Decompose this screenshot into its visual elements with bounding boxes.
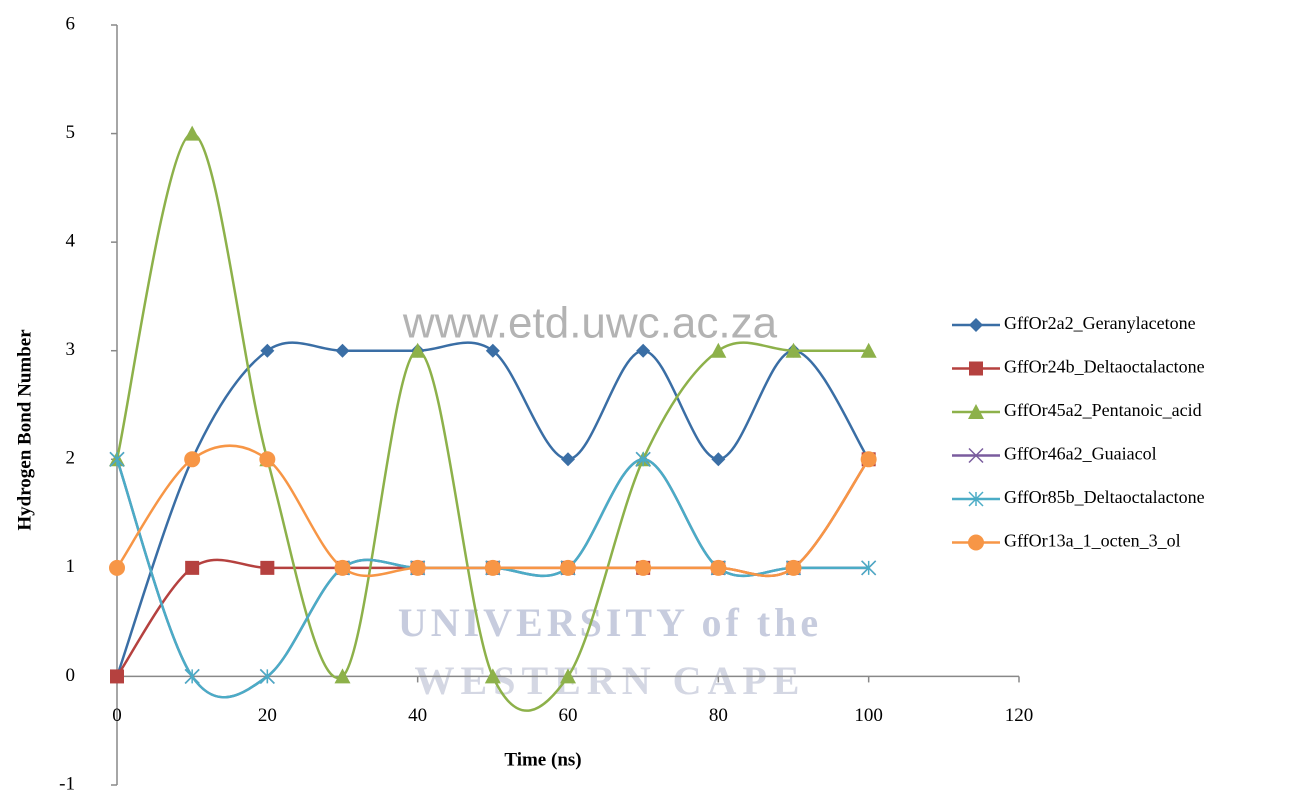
marker bbox=[636, 343, 651, 358]
marker bbox=[860, 342, 877, 358]
series-line bbox=[115, 444, 870, 578]
y-tick-label: 2 bbox=[66, 448, 76, 469]
x-tick-label: 60 bbox=[559, 705, 578, 726]
watermark-url: www.etd.uwc.ac.za bbox=[402, 299, 778, 348]
x-tick-label: 20 bbox=[258, 705, 277, 726]
marker bbox=[635, 451, 651, 467]
marker bbox=[260, 560, 275, 575]
x-tick-label: 40 bbox=[408, 705, 427, 726]
marker bbox=[560, 559, 576, 576]
series-line bbox=[115, 132, 869, 712]
legend-label: GffOr45a2_Pentanoic_acid bbox=[1004, 400, 1202, 420]
marker bbox=[109, 451, 125, 467]
x-axis-title: Time (ns) bbox=[504, 749, 581, 770]
marker bbox=[485, 343, 500, 358]
marker bbox=[635, 559, 652, 576]
marker bbox=[109, 559, 125, 576]
marker bbox=[710, 559, 727, 576]
marker bbox=[184, 125, 201, 141]
series bbox=[109, 444, 877, 578]
legend-marker bbox=[969, 361, 983, 376]
marker bbox=[184, 451, 201, 468]
marker bbox=[110, 669, 124, 684]
marker bbox=[334, 668, 351, 684]
marker bbox=[259, 451, 276, 468]
y-tick-label: 0 bbox=[66, 665, 76, 686]
marker bbox=[409, 559, 426, 576]
legend-marker bbox=[968, 534, 984, 551]
series-line bbox=[115, 341, 870, 677]
marker bbox=[334, 559, 351, 576]
y-tick-label: 3 bbox=[66, 339, 76, 360]
marker bbox=[484, 668, 501, 684]
watermark-line2: WESTERN CAPE bbox=[415, 658, 806, 703]
x-tick-label: 100 bbox=[854, 705, 883, 726]
y-tick-label: 6 bbox=[66, 13, 76, 34]
watermark-line1: UNIVERSITY of the bbox=[398, 600, 822, 645]
legend-label: GffOr13a_1_octen_3_ol bbox=[1004, 531, 1181, 551]
legend-marker bbox=[968, 491, 984, 507]
marker bbox=[560, 668, 576, 684]
marker bbox=[785, 559, 802, 576]
y-axis-title: Hydrogen Bond Number bbox=[14, 329, 35, 531]
y-tick-label: 4 bbox=[66, 231, 76, 252]
marker bbox=[710, 342, 727, 358]
marker bbox=[484, 559, 501, 576]
y-tick-label: 5 bbox=[66, 122, 76, 143]
marker bbox=[184, 668, 200, 684]
y-tick-label: -1 bbox=[59, 773, 75, 794]
x-tick-label: 80 bbox=[709, 705, 728, 726]
marker bbox=[409, 342, 426, 358]
marker bbox=[861, 560, 877, 576]
x-tick-label: 0 bbox=[112, 705, 122, 726]
marker bbox=[185, 560, 200, 575]
x-tick-label: 120 bbox=[1005, 705, 1034, 726]
legend-label: GffOr46a2_Guaiacol bbox=[1004, 444, 1157, 464]
legend-marker bbox=[969, 318, 983, 332]
legend-label: GffOr85b_Deltaoctalactone bbox=[1004, 487, 1205, 507]
marker bbox=[785, 342, 802, 358]
y-tick-label: 1 bbox=[66, 556, 76, 577]
marker bbox=[259, 668, 275, 684]
marker bbox=[860, 451, 877, 468]
legend-label: GffOr2a2_Geranylacetone bbox=[1004, 313, 1196, 333]
legend-label: GffOr24b_Deltaoctalactone bbox=[1004, 357, 1205, 377]
marker bbox=[335, 343, 350, 358]
marker bbox=[260, 343, 275, 358]
legend-marker bbox=[968, 404, 984, 419]
legend-marker bbox=[968, 447, 984, 464]
marker bbox=[561, 452, 575, 467]
marker bbox=[711, 452, 726, 467]
